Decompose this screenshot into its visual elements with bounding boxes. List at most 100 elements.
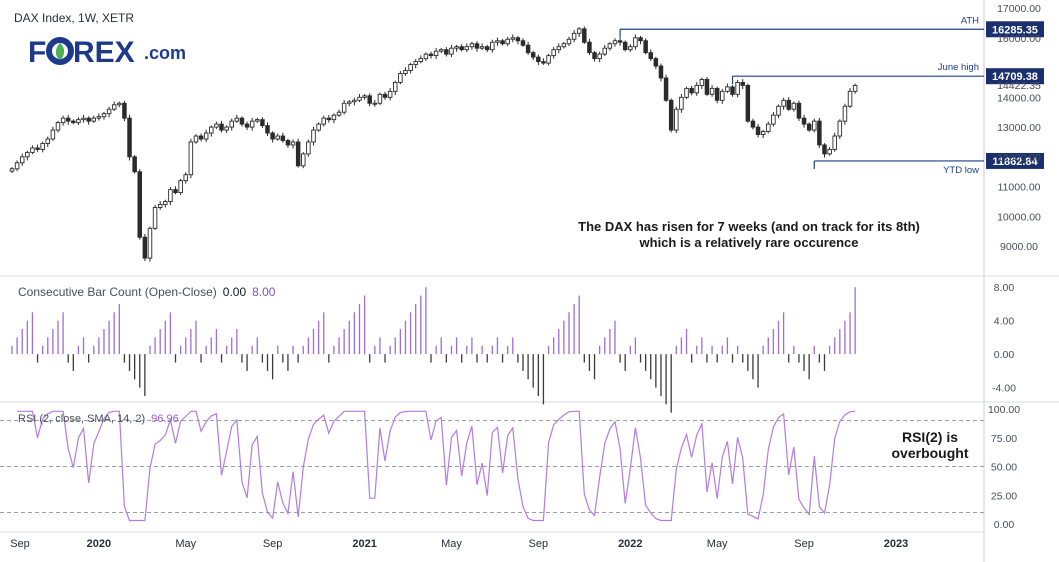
candle xyxy=(321,115,326,127)
candle xyxy=(275,133,280,141)
candle xyxy=(433,47,439,60)
candle xyxy=(127,114,132,161)
candle xyxy=(832,132,837,152)
candle xyxy=(224,125,229,134)
candle xyxy=(576,27,582,37)
candle xyxy=(643,38,648,55)
candle xyxy=(444,47,449,57)
candle xyxy=(81,114,86,123)
rsi-note-line-2: overbought xyxy=(892,445,969,461)
rsi-tick: 25.00 xyxy=(991,490,1017,502)
level-ath: ATH xyxy=(619,15,984,38)
candle xyxy=(776,104,781,119)
svg-text:16285.35: 16285.35 xyxy=(992,24,1038,36)
candle xyxy=(587,38,592,56)
candle xyxy=(801,114,807,128)
candle xyxy=(86,116,91,125)
candle xyxy=(265,122,270,137)
candle xyxy=(847,88,853,109)
count-tick: 4.00 xyxy=(994,316,1015,328)
candle xyxy=(203,129,209,142)
candle xyxy=(607,41,613,51)
candle xyxy=(398,70,403,85)
candle xyxy=(152,204,158,231)
candle xyxy=(209,125,214,137)
candle xyxy=(842,103,848,125)
candle xyxy=(438,47,444,53)
candle xyxy=(106,106,112,118)
candle xyxy=(730,85,735,97)
candle xyxy=(709,85,715,97)
price-axis: 16285.35 14709.38 11862.84 9000.00 10000.00 1… xyxy=(986,3,1044,531)
price-tick: 16000.00 xyxy=(997,33,1041,45)
candle xyxy=(311,126,316,146)
price-tick: 12000.00 xyxy=(997,152,1041,164)
price-tick: 14000.00 xyxy=(997,92,1041,104)
candle xyxy=(541,58,546,65)
time-tick: Sep xyxy=(263,538,283,550)
candle xyxy=(65,114,71,125)
candle xyxy=(418,55,424,64)
candle xyxy=(530,50,536,61)
candle xyxy=(740,79,745,89)
candle xyxy=(796,100,802,122)
price-pane: ATH June high YTD low xyxy=(9,15,984,262)
candle xyxy=(35,144,40,152)
time-tick: Sep xyxy=(529,538,549,550)
candle xyxy=(403,67,408,76)
candle xyxy=(571,30,577,43)
candle xyxy=(561,41,567,49)
time-tick: May xyxy=(441,538,462,550)
candle xyxy=(168,187,173,206)
price-tick: 9000.00 xyxy=(1000,241,1038,253)
candle xyxy=(336,109,342,117)
candle xyxy=(668,98,674,133)
candle xyxy=(306,139,311,157)
candle xyxy=(137,169,142,240)
candle xyxy=(372,99,378,107)
last-price-label: 14422.35 xyxy=(997,80,1041,92)
candle xyxy=(500,38,505,46)
candle xyxy=(219,120,224,133)
candle xyxy=(244,121,250,131)
candle xyxy=(387,88,393,101)
level-price-tag: 14709.38 xyxy=(986,68,1044,85)
candle xyxy=(255,117,260,123)
candle xyxy=(198,133,204,142)
candle xyxy=(178,178,183,195)
candle xyxy=(260,117,265,128)
candle xyxy=(111,101,117,112)
logo-o-icon xyxy=(46,37,74,65)
candle xyxy=(735,79,740,98)
time-tick: 2020 xyxy=(87,538,111,550)
candle xyxy=(837,119,843,139)
candle xyxy=(515,35,521,45)
candle xyxy=(60,115,66,126)
candle xyxy=(663,74,669,103)
candle xyxy=(183,172,188,184)
candle xyxy=(694,82,699,96)
time-tick: Sep xyxy=(794,538,814,550)
candle xyxy=(525,41,531,56)
candle xyxy=(347,99,352,107)
candle xyxy=(40,141,45,153)
candle xyxy=(556,43,562,54)
time-tick: 2022 xyxy=(618,538,642,550)
candle xyxy=(628,44,633,53)
candle xyxy=(766,121,771,134)
candle xyxy=(76,117,81,126)
candle xyxy=(817,117,822,148)
candle xyxy=(14,160,20,172)
candle xyxy=(551,47,556,59)
candle xyxy=(316,122,321,132)
level-label: June high xyxy=(938,62,979,73)
candle xyxy=(341,99,347,115)
candle xyxy=(469,41,475,50)
candle xyxy=(71,119,76,125)
svg-text:14709.38: 14709.38 xyxy=(992,71,1038,83)
candle xyxy=(638,35,643,45)
price-tick: 17000.00 xyxy=(997,3,1041,15)
candle xyxy=(122,100,127,122)
candle xyxy=(301,152,306,169)
